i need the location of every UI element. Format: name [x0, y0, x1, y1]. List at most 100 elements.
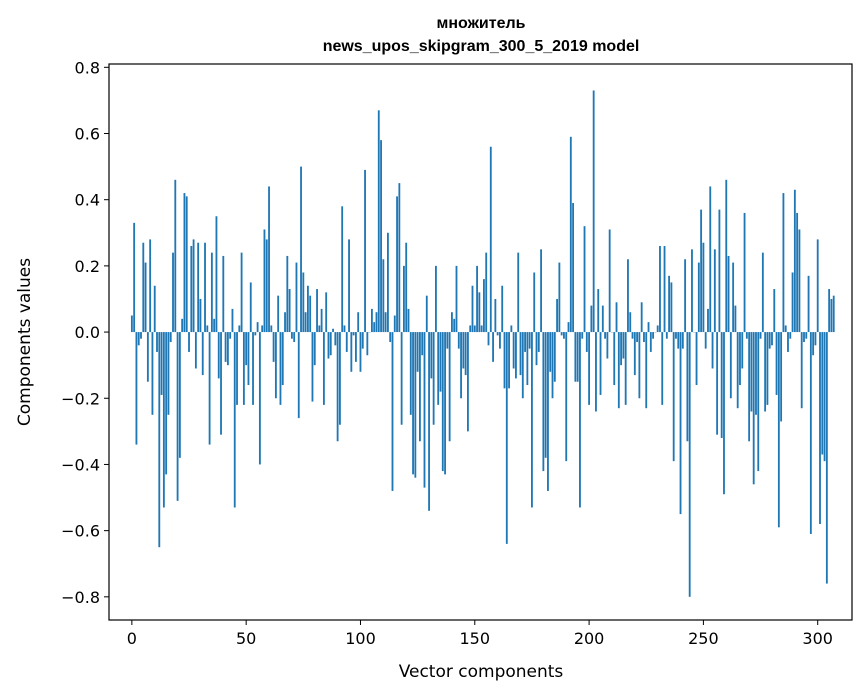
- bar-168: [515, 332, 517, 379]
- bar-148: [469, 325, 472, 333]
- bar-43: [229, 332, 232, 339]
- y-tick-label: −0.4: [61, 455, 100, 474]
- bar-135: [439, 332, 442, 392]
- bar-139: [448, 332, 451, 442]
- x-tick-label: 250: [688, 629, 719, 648]
- bar-192: [569, 136, 572, 333]
- bar-30: [199, 298, 202, 333]
- bar-280: [771, 332, 773, 346]
- bar-97: [352, 332, 355, 336]
- bar-81: [316, 289, 318, 333]
- x-tick-label: 0: [127, 629, 137, 648]
- bar-169: [517, 252, 520, 333]
- bar-222: [638, 332, 641, 399]
- bar-297: [809, 332, 812, 534]
- x-tick-label: 200: [574, 629, 605, 648]
- bar-264: [734, 305, 737, 333]
- bar-269: [745, 332, 748, 339]
- bar-77: [306, 285, 309, 333]
- bar-198: [583, 226, 586, 333]
- bar-205: [599, 332, 602, 395]
- bar-244: [688, 332, 691, 597]
- bar-167: [512, 332, 515, 369]
- bar-248: [697, 262, 700, 333]
- bar-159: [494, 298, 497, 333]
- bar-125: [416, 332, 419, 372]
- bar-65: [279, 332, 282, 405]
- bar-27: [192, 239, 195, 333]
- bar-25: [188, 332, 190, 352]
- bar-64: [277, 295, 280, 333]
- bar-254: [711, 332, 714, 369]
- bar-263: [732, 262, 735, 333]
- bar-34: [208, 332, 211, 445]
- bar-140: [451, 312, 453, 333]
- bar-90: [336, 332, 339, 442]
- bar-199: [585, 332, 588, 352]
- bar-241: [681, 332, 684, 349]
- bar-3: [137, 332, 140, 346]
- bar-96: [350, 332, 353, 372]
- bar-299: [814, 332, 817, 346]
- bar-71: [293, 332, 296, 342]
- bar-161: [499, 332, 501, 349]
- bar-176: [533, 272, 536, 333]
- bar-207: [604, 332, 607, 339]
- bar-58: [263, 229, 266, 333]
- plot-frame: [108, 63, 853, 621]
- bar-145: [462, 332, 465, 369]
- bar-190: [565, 332, 568, 462]
- bar-36: [213, 318, 216, 333]
- bar-80: [313, 332, 316, 366]
- bar-200: [588, 332, 591, 405]
- bar-279: [768, 332, 771, 349]
- bar-272: [752, 332, 755, 485]
- bar-52: [249, 282, 252, 333]
- bar-231: [659, 246, 661, 333]
- bar-215: [622, 332, 625, 359]
- bar-240: [679, 332, 682, 515]
- bar-213: [617, 332, 620, 409]
- bar-249: [700, 209, 703, 333]
- bar-24: [185, 196, 188, 333]
- bar-303: [823, 332, 826, 462]
- bar-134: [437, 332, 440, 405]
- bar-21: [178, 332, 181, 458]
- bar-245: [691, 249, 693, 333]
- bar-290: [793, 189, 796, 333]
- y-tick-label: 0.6: [75, 125, 100, 144]
- y-tick-label: −0.6: [61, 522, 100, 541]
- y-tick-label: 0.4: [75, 191, 100, 210]
- bar-39: [220, 332, 222, 435]
- bar-307: [832, 295, 835, 333]
- bar-98: [354, 332, 357, 362]
- bar-142: [455, 265, 458, 333]
- bar-128: [423, 332, 426, 488]
- bar-154: [483, 279, 485, 333]
- bar-216: [624, 332, 627, 405]
- bar-166: [510, 325, 513, 333]
- bar-258: [720, 332, 723, 438]
- bar-289: [791, 272, 794, 333]
- bar-18: [172, 252, 174, 333]
- bar-51: [247, 332, 250, 386]
- bar-283: [777, 332, 780, 528]
- bar-146: [464, 332, 467, 376]
- bar-212: [615, 302, 618, 333]
- bar-47: [238, 325, 241, 333]
- bar-38: [217, 332, 220, 379]
- bar-256: [716, 332, 719, 435]
- bar-298: [812, 332, 815, 356]
- bar-202: [592, 90, 595, 333]
- y-ticks: −0.8 −0.6 −0.4 −0.2 0.0 0.2 0.4 0.6 0.8: [61, 58, 109, 607]
- bar-234: [665, 332, 668, 339]
- bar-102: [364, 169, 366, 333]
- bar-12: [158, 332, 161, 548]
- bar-28: [194, 332, 197, 369]
- bar-286: [784, 325, 787, 333]
- bar-33: [206, 325, 209, 333]
- bar-144: [460, 332, 462, 399]
- bar-137: [444, 332, 446, 475]
- bar-136: [441, 332, 444, 472]
- bar-121: [407, 308, 410, 333]
